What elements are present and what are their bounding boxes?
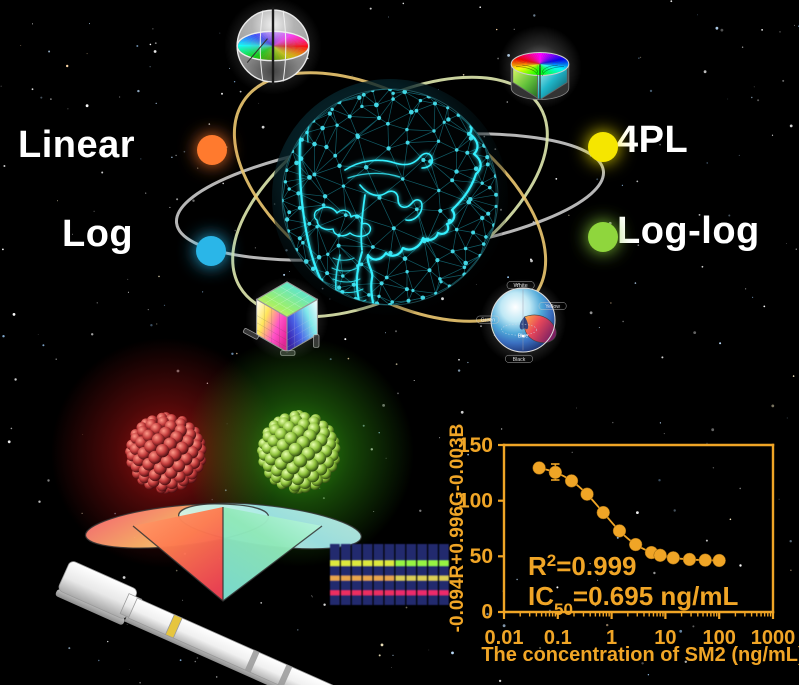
svg-text:0: 0 bbox=[481, 601, 493, 624]
svg-text:R2=0.999: R2=0.999 bbox=[528, 551, 637, 582]
svg-text:-0.094R+0.996G-0.003B: -0.094R+0.996G-0.003B bbox=[447, 424, 468, 633]
svg-text:50: 50 bbox=[470, 545, 493, 568]
svg-text:The concentration of SM2 (ng/m: The concentration of SM2 (ng/mL) bbox=[481, 644, 799, 666]
